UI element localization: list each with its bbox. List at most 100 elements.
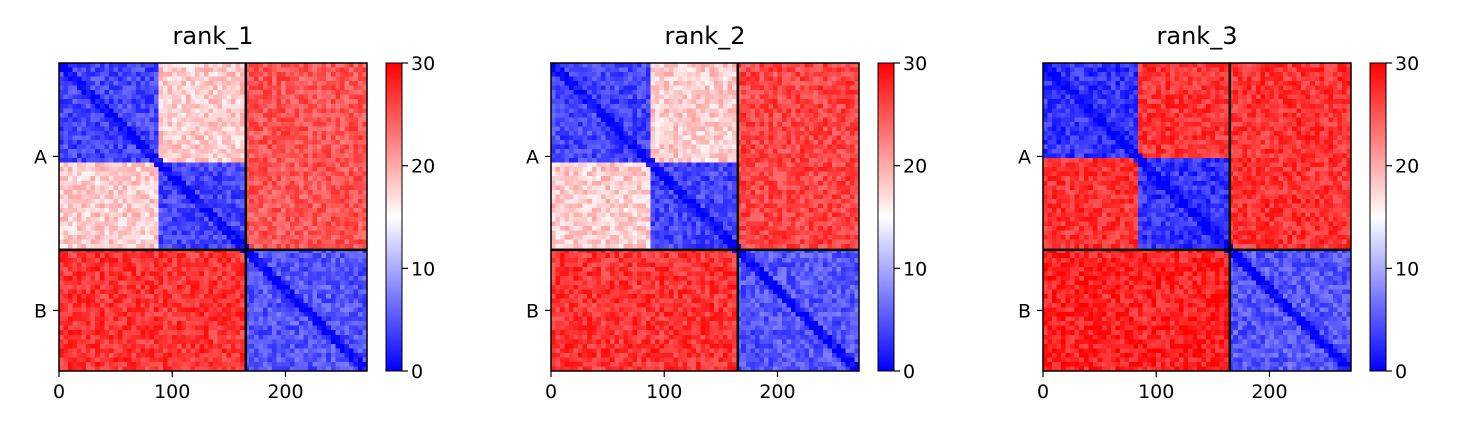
heatmap-cell — [204, 113, 209, 118]
heatmap-cell — [308, 63, 313, 68]
heatmap-cell — [231, 122, 236, 127]
heatmap-cell — [145, 348, 150, 353]
heatmap-cell — [353, 317, 358, 322]
heatmap-cell — [218, 348, 223, 353]
heatmap-cell — [222, 81, 227, 86]
heatmap-cell — [100, 258, 105, 263]
heatmap-cell — [285, 308, 290, 313]
heatmap-cell — [100, 244, 105, 249]
heatmap-cell — [272, 113, 277, 118]
heatmap-cell — [313, 353, 318, 358]
heatmap-cell — [145, 317, 150, 322]
heatmap-cell — [276, 222, 281, 227]
heatmap-cell — [68, 122, 73, 127]
heatmap-cell — [258, 240, 263, 245]
heatmap-cell — [349, 353, 354, 358]
heatmap-cell — [181, 222, 186, 227]
heatmap-cell — [218, 108, 223, 113]
heatmap-cell — [73, 117, 78, 122]
heatmap-cell — [353, 262, 358, 267]
heatmap-cell — [231, 86, 236, 91]
heatmap-cell — [290, 262, 295, 267]
heatmap-cell — [276, 326, 281, 331]
heatmap-cell — [199, 262, 204, 267]
heatmap-cell — [213, 199, 218, 204]
heatmap-cell — [236, 126, 241, 131]
heatmap-cell — [335, 163, 340, 168]
heatmap-cell — [249, 108, 254, 113]
heatmap-cell — [118, 90, 123, 95]
heatmap-cell — [227, 276, 232, 281]
heatmap-cell — [77, 203, 82, 208]
heatmap-cell — [596, 77, 601, 82]
heatmap-cell — [254, 122, 259, 127]
heatmap-cell — [313, 348, 318, 353]
heatmap-cell — [240, 131, 245, 136]
heatmap-cell — [295, 326, 300, 331]
heatmap-cell — [705, 72, 710, 77]
heatmap-cell — [190, 294, 195, 299]
heatmap-cell — [172, 330, 177, 335]
heatmap-cell — [240, 303, 245, 308]
heatmap-cell — [741, 63, 746, 68]
heatmap-cell — [154, 199, 159, 204]
heatmap-cell — [358, 231, 363, 236]
heatmap-cell — [236, 353, 241, 358]
heatmap-cell — [295, 99, 300, 104]
heatmap-cell — [181, 208, 186, 213]
heatmap-cell — [104, 126, 109, 131]
heatmap-cell — [104, 117, 109, 122]
heatmap-cell — [122, 362, 127, 367]
heatmap-cell — [181, 312, 186, 317]
heatmap-cell — [181, 176, 186, 181]
heatmap-cell — [159, 63, 164, 68]
heatmap-cell — [267, 258, 272, 263]
heatmap-cell — [240, 117, 245, 122]
heatmap-cell — [741, 72, 746, 77]
heatmap-cell — [218, 135, 223, 140]
heatmap-cell — [95, 362, 100, 367]
x-tick-label: 100 — [154, 381, 190, 403]
heatmap-cell — [272, 294, 277, 299]
heatmap-cell — [177, 262, 182, 267]
heatmap-cell — [168, 77, 173, 82]
heatmap-cell — [190, 267, 195, 272]
heatmap-cell — [308, 308, 313, 313]
heatmap-cell — [295, 163, 300, 168]
heatmap-cell — [154, 353, 159, 358]
heatmap-cell — [299, 262, 304, 267]
heatmap-cell — [159, 172, 164, 177]
heatmap-cell — [281, 253, 286, 258]
heatmap-cell — [168, 240, 173, 245]
heatmap-cell — [82, 240, 87, 245]
heatmap-cell — [344, 72, 349, 77]
heatmap-cell — [199, 113, 204, 118]
heatmap-cell — [113, 63, 118, 68]
heatmap-cell — [199, 226, 204, 231]
heatmap-cell — [204, 308, 209, 313]
heatmap-cell — [122, 131, 127, 136]
heatmap-cell — [227, 212, 232, 217]
heatmap-cell — [313, 145, 318, 150]
heatmap-cell — [100, 86, 105, 91]
heatmap-cell — [82, 317, 87, 322]
heatmap-cell — [308, 299, 313, 304]
heatmap-cell — [258, 167, 263, 172]
heatmap-cell — [308, 231, 313, 236]
heatmap-cell — [800, 81, 805, 86]
heatmap-cell — [317, 181, 322, 186]
heatmap-cell — [150, 303, 155, 308]
heatmap-cell — [723, 81, 728, 86]
heatmap-cell — [208, 353, 213, 358]
heatmap-cell — [295, 303, 300, 308]
heatmap-cell — [313, 339, 318, 344]
heatmap-cell — [113, 149, 118, 154]
heatmap-cell — [845, 72, 850, 77]
heatmap-cell — [109, 167, 114, 172]
heatmap-cell — [353, 149, 358, 154]
heatmap-cell — [578, 77, 583, 82]
heatmap-cell — [281, 344, 286, 349]
heatmap-cell — [331, 68, 336, 73]
heatmap-cell — [68, 68, 73, 73]
heatmap-cell — [86, 303, 91, 308]
